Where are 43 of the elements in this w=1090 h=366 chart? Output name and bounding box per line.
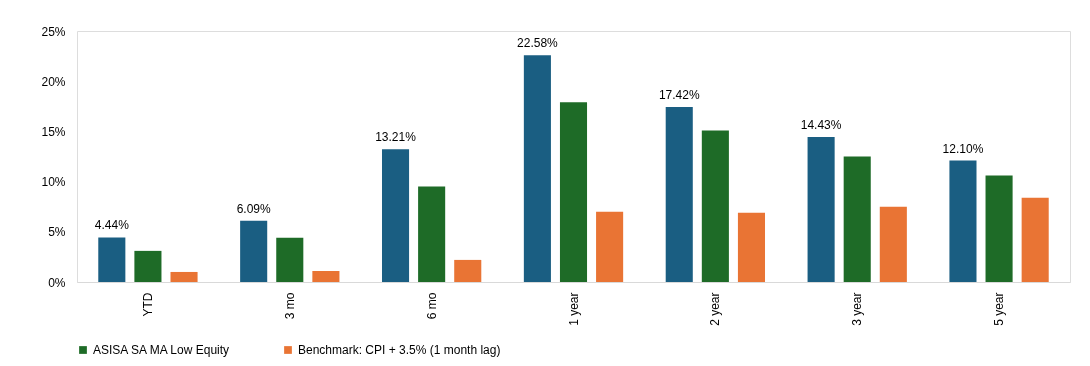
bar xyxy=(418,186,446,282)
x-tick-label: 2 year xyxy=(708,292,723,326)
data-label: 17.42% xyxy=(658,88,700,103)
bar xyxy=(312,270,340,282)
y-tick-label: 10% xyxy=(41,175,66,190)
y-tick-label: 20% xyxy=(41,74,66,89)
bar xyxy=(596,211,624,282)
legend-label: ASISA SA MA Low Equity xyxy=(93,343,230,357)
bar xyxy=(737,212,766,282)
data-label: 13.21% xyxy=(375,130,417,145)
x-tick-label: 6 mo xyxy=(424,292,439,320)
bar xyxy=(134,250,162,282)
bar xyxy=(98,237,126,282)
x-tick-label: 3 year xyxy=(850,292,865,326)
y-tick-label: 15% xyxy=(41,124,66,139)
data-label: 22.58% xyxy=(517,36,559,51)
bar xyxy=(240,220,268,282)
data-label: 4.44% xyxy=(94,218,130,233)
bar xyxy=(454,259,482,282)
bar xyxy=(170,271,198,282)
y-tick-label: 0% xyxy=(48,275,66,290)
bar xyxy=(665,107,693,282)
bar xyxy=(523,55,551,282)
data-label: 6.09% xyxy=(236,201,272,216)
x-tick-label: 3 mo xyxy=(282,292,297,320)
bar xyxy=(807,137,835,282)
bar xyxy=(985,175,1013,282)
y-tick-label: 5% xyxy=(48,225,66,240)
bar xyxy=(559,102,588,282)
data-label: 12.10% xyxy=(942,141,984,156)
bar xyxy=(949,160,977,282)
x-tick-label: YTD xyxy=(140,292,155,317)
y-tick-label: 25% xyxy=(41,24,66,39)
x-tick-label: 5 year xyxy=(992,292,1007,326)
bar xyxy=(276,237,304,282)
bar xyxy=(1021,197,1049,282)
bar xyxy=(701,130,729,282)
bar xyxy=(879,206,907,282)
legend-label: Benchmark: CPI + 3.5% (1 month lag) xyxy=(298,343,501,357)
x-tick-label: 1 year xyxy=(566,292,581,326)
bar xyxy=(381,149,410,282)
bar xyxy=(843,156,871,282)
data-label: 14.43% xyxy=(800,118,842,133)
